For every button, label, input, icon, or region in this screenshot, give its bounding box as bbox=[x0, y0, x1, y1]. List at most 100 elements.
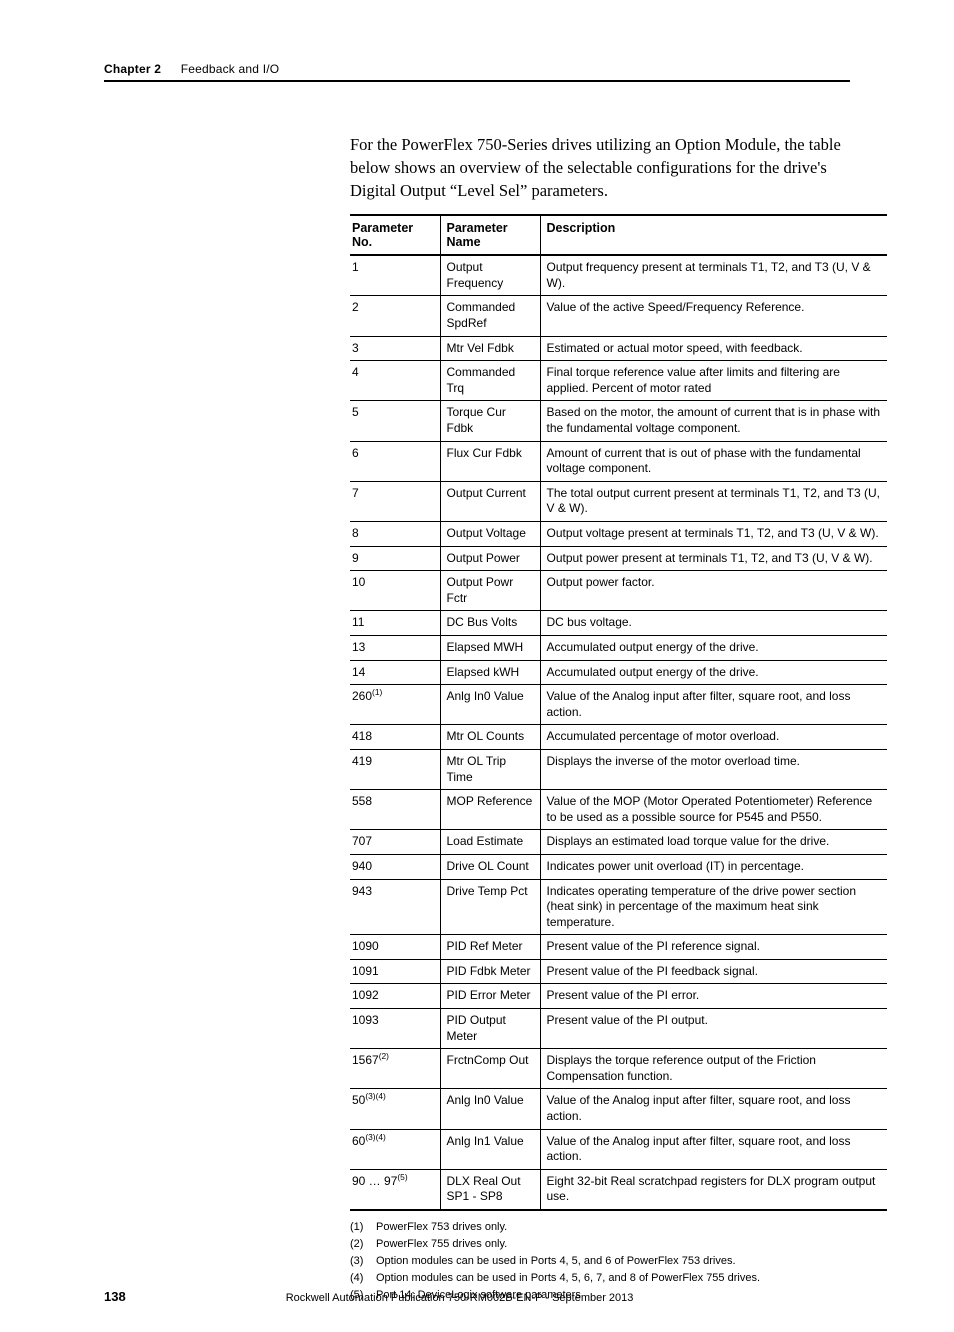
cell-parameter-name: Output Current bbox=[440, 481, 540, 521]
col-header-no: Parameter No. bbox=[350, 215, 440, 255]
footnote: (4)Option modules can be used in Ports 4… bbox=[350, 1270, 850, 1287]
table-row: 8Output VoltageOutput voltage present at… bbox=[350, 522, 887, 547]
cell-parameter-no: 2 bbox=[350, 296, 440, 336]
footnote: (3)Option modules can be used in Ports 4… bbox=[350, 1253, 850, 1270]
table-row: 1092PID Error MeterPresent value of the … bbox=[350, 984, 887, 1009]
footnote: (1)PowerFlex 753 drives only. bbox=[350, 1219, 850, 1236]
cell-parameter-no: 418 bbox=[350, 725, 440, 750]
col-header-desc: Description bbox=[540, 215, 887, 255]
cell-parameter-name: Output Voltage bbox=[440, 522, 540, 547]
cell-parameter-name: Anlg In0 Value bbox=[440, 685, 540, 725]
cell-description: Value of the Analog input after filter, … bbox=[540, 685, 887, 725]
cell-parameter-name: Drive OL Count bbox=[440, 854, 540, 879]
cell-parameter-no: 10 bbox=[350, 571, 440, 611]
cell-parameter-no: 260(1) bbox=[350, 685, 440, 725]
table-row: 11DC Bus VoltsDC bus voltage. bbox=[350, 611, 887, 636]
table-row: 1Output FrequencyOutput frequency presen… bbox=[350, 255, 887, 296]
cell-parameter-no: 3 bbox=[350, 336, 440, 361]
cell-description: Present value of the PI error. bbox=[540, 984, 887, 1009]
cell-description: Present value of the PI reference signal… bbox=[540, 935, 887, 960]
cell-description: Accumulated percentage of motor overload… bbox=[540, 725, 887, 750]
table-row: 1091PID Fdbk MeterPresent value of the P… bbox=[350, 959, 887, 984]
footnote-number: (2) bbox=[350, 1236, 376, 1253]
footnote-text: Option modules can be used in Ports 4, 5… bbox=[376, 1270, 760, 1287]
cell-parameter-name: PID Fdbk Meter bbox=[440, 959, 540, 984]
cell-parameter-name: DLX Real Out SP1 - SP8 bbox=[440, 1169, 540, 1210]
cell-parameter-name: Output Powr Fctr bbox=[440, 571, 540, 611]
publication-line: Rockwell Automation Publication 750-RM00… bbox=[286, 1292, 634, 1304]
cell-parameter-no: 50(3)(4) bbox=[350, 1089, 440, 1129]
cell-parameter-no: 943 bbox=[350, 879, 440, 935]
table-row: 5Torque Cur FdbkBased on the motor, the … bbox=[350, 401, 887, 441]
table-row: 13Elapsed MWHAccumulated output energy o… bbox=[350, 635, 887, 660]
cell-description: Value of the Analog input after filter, … bbox=[540, 1129, 887, 1169]
page-number: 138 bbox=[104, 1289, 126, 1304]
cell-description: Based on the motor, the amount of curren… bbox=[540, 401, 887, 441]
cell-description: Value of the active Speed/Frequency Refe… bbox=[540, 296, 887, 336]
table-row: 419Mtr OL Trip TimeDisplays the inverse … bbox=[350, 749, 887, 789]
cell-description: Displays an estimated load torque value … bbox=[540, 830, 887, 855]
table-row: 7Output CurrentThe total output current … bbox=[350, 481, 887, 521]
cell-parameter-name: Commanded Trq bbox=[440, 361, 540, 401]
cell-description: Present value of the PI output. bbox=[540, 1009, 887, 1049]
cell-parameter-no: 6 bbox=[350, 441, 440, 481]
cell-parameter-no: 558 bbox=[350, 790, 440, 830]
cell-parameter-name: Mtr OL Trip Time bbox=[440, 749, 540, 789]
cell-parameter-name: Output Power bbox=[440, 546, 540, 571]
table-row: 260(1)Anlg In0 ValueValue of the Analog … bbox=[350, 685, 887, 725]
cell-parameter-no: 7 bbox=[350, 481, 440, 521]
footnote: (2)PowerFlex 755 drives only. bbox=[350, 1236, 850, 1253]
table-row: 2Commanded SpdRefValue of the active Spe… bbox=[350, 296, 887, 336]
cell-description: Eight 32-bit Real scratchpad registers f… bbox=[540, 1169, 887, 1210]
cell-parameter-no: 1 bbox=[350, 255, 440, 296]
table-row: 707Load EstimateDisplays an estimated lo… bbox=[350, 830, 887, 855]
cell-parameter-name: Elapsed kWH bbox=[440, 660, 540, 685]
cell-description: Indicates operating temperature of the d… bbox=[540, 879, 887, 935]
header-rule bbox=[104, 80, 850, 82]
cell-parameter-no: 60(3)(4) bbox=[350, 1129, 440, 1169]
cell-parameter-name: PID Ref Meter bbox=[440, 935, 540, 960]
cell-description: Present value of the PI feedback signal. bbox=[540, 959, 887, 984]
table-row: 4Commanded TrqFinal torque reference val… bbox=[350, 361, 887, 401]
footnote-ref: (1) bbox=[372, 687, 382, 697]
cell-parameter-no: 5 bbox=[350, 401, 440, 441]
table-row: 9Output PowerOutput power present at ter… bbox=[350, 546, 887, 571]
cell-description: Value of the Analog input after filter, … bbox=[540, 1089, 887, 1129]
cell-parameter-name: Torque Cur Fdbk bbox=[440, 401, 540, 441]
cell-parameter-name: Drive Temp Pct bbox=[440, 879, 540, 935]
footnote-number: (4) bbox=[350, 1270, 376, 1287]
footnote-number: (1) bbox=[350, 1219, 376, 1236]
footnote-ref: (5) bbox=[397, 1172, 407, 1182]
cell-parameter-no: 13 bbox=[350, 635, 440, 660]
table-row: 943Drive Temp PctIndicates operating tem… bbox=[350, 879, 887, 935]
cell-parameter-no: 419 bbox=[350, 749, 440, 789]
table-row: 10Output Powr FctrOutput power factor. bbox=[350, 571, 887, 611]
chapter-label: Chapter 2 bbox=[104, 62, 161, 76]
cell-parameter-name: Load Estimate bbox=[440, 830, 540, 855]
cell-description: Output frequency present at terminals T1… bbox=[540, 255, 887, 296]
cell-parameter-name: Mtr Vel Fdbk bbox=[440, 336, 540, 361]
cell-parameter-name: Mtr OL Counts bbox=[440, 725, 540, 750]
table-row: 1567(2)FrctnComp OutDisplays the torque … bbox=[350, 1049, 887, 1089]
intro-paragraph: For the PowerFlex 750-Series drives util… bbox=[350, 134, 850, 202]
cell-parameter-no: 14 bbox=[350, 660, 440, 685]
footnote-text: PowerFlex 755 drives only. bbox=[376, 1236, 507, 1253]
cell-description: Displays the inverse of the motor overlo… bbox=[540, 749, 887, 789]
cell-parameter-name: Commanded SpdRef bbox=[440, 296, 540, 336]
cell-parameter-no: 1091 bbox=[350, 959, 440, 984]
cell-parameter-no: 8 bbox=[350, 522, 440, 547]
cell-parameter-no: 1092 bbox=[350, 984, 440, 1009]
cell-description: Final torque reference value after limit… bbox=[540, 361, 887, 401]
cell-description: DC bus voltage. bbox=[540, 611, 887, 636]
cell-description: The total output current present at term… bbox=[540, 481, 887, 521]
cell-parameter-no: 1567(2) bbox=[350, 1049, 440, 1089]
table-row: 90 … 97(5)DLX Real Out SP1 - SP8Eight 32… bbox=[350, 1169, 887, 1210]
table-row: 6Flux Cur FdbkAmount of current that is … bbox=[350, 441, 887, 481]
cell-description: Indicates power unit overload (IT) in pe… bbox=[540, 854, 887, 879]
cell-parameter-name: PID Error Meter bbox=[440, 984, 540, 1009]
table-row: 3Mtr Vel FdbkEstimated or actual motor s… bbox=[350, 336, 887, 361]
cell-description: Value of the MOP (Motor Operated Potenti… bbox=[540, 790, 887, 830]
cell-description: Displays the torque reference output of … bbox=[540, 1049, 887, 1089]
cell-description: Estimated or actual motor speed, with fe… bbox=[540, 336, 887, 361]
cell-parameter-name: DC Bus Volts bbox=[440, 611, 540, 636]
